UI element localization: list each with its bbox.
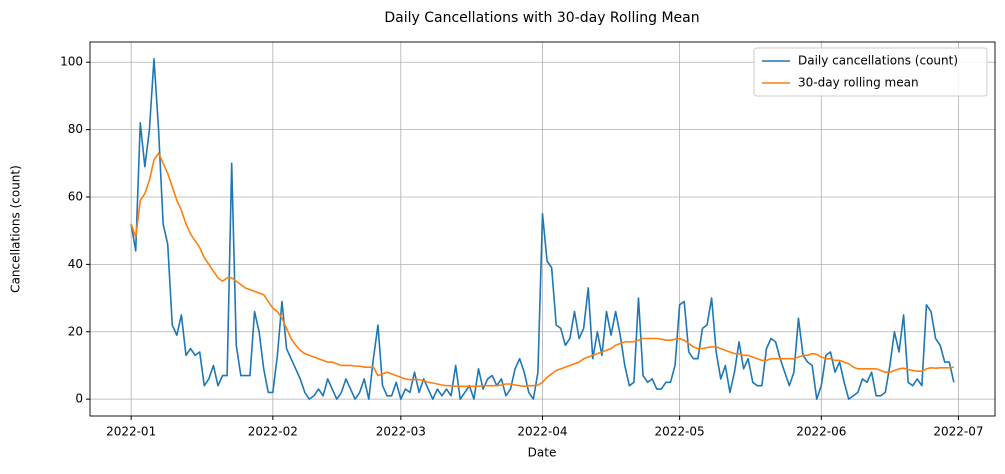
plot-frame: [89, 41, 996, 417]
y-tick-label: 80: [68, 122, 83, 136]
y-tick-label: 100: [60, 55, 83, 69]
line-series: [130, 152, 954, 388]
y-tick-label: 60: [68, 189, 83, 203]
y-axis-label: Cancellations (count): [9, 165, 23, 293]
line-series: [130, 58, 955, 400]
y-tick-label: 20: [68, 324, 83, 338]
legend-box: [753, 47, 988, 97]
legend-label: Daily cancellations (count): [798, 54, 958, 68]
y-tick-label: 0: [75, 392, 83, 406]
x-tick-label: 2022-06: [796, 425, 846, 439]
chart-title: Daily Cancellations with 30-day Rolling …: [384, 10, 699, 26]
y-tick-label: 40: [68, 257, 83, 271]
x-tick-label: 2022-07: [933, 425, 983, 439]
x-tick-label: 2022-02: [248, 425, 298, 439]
x-tick-label: 2022-05: [655, 425, 705, 439]
x-tick-label: 2022-03: [376, 425, 426, 439]
legend-label: 30-day rolling mean: [798, 76, 919, 90]
x-tick-label: 2022-04: [517, 425, 567, 439]
x-tick-label: 2022-01: [106, 425, 156, 439]
x-axis-label: Date: [528, 446, 557, 460]
legend: Daily cancellations (count) 30-day rollin…: [753, 47, 988, 97]
